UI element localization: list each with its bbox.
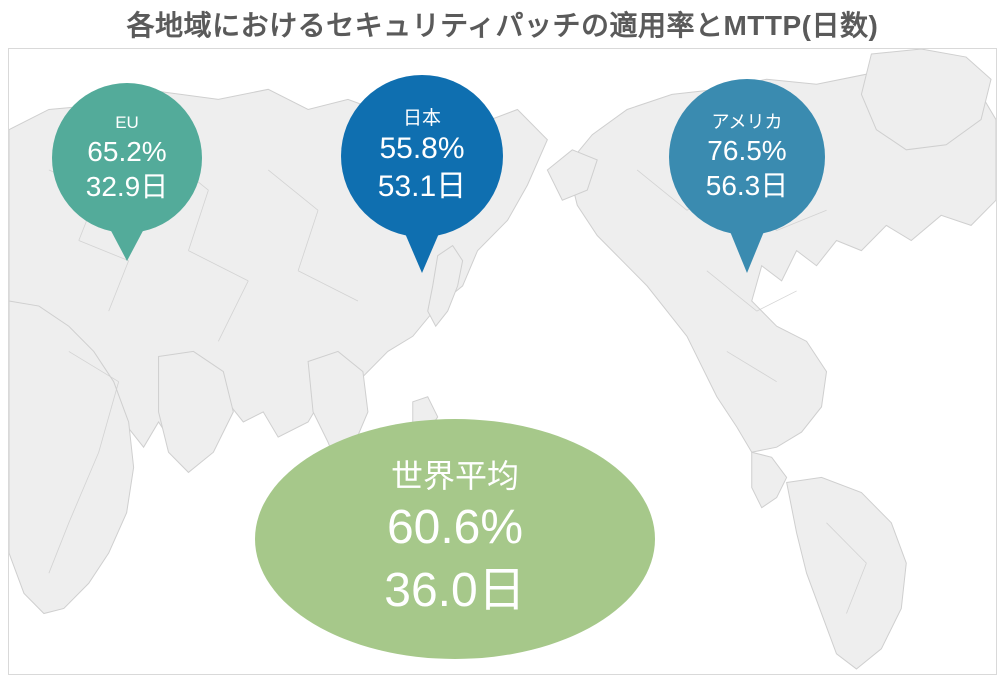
callout-japan-percent: 55.8% [379,130,464,168]
callout-eu-percent: 65.2% [87,134,166,169]
callout-eu-days: 32.9日 [86,169,169,204]
callout-japan: 日本 55.8% 53.1日 [341,75,503,273]
callout-america-tail [729,229,765,273]
callout-eu-label: EU [115,112,139,133]
world-average: 世界平均 60.6% 36.0日 [255,419,655,659]
map-panel: EU 65.2% 32.9日 日本 55.8% 53.1日 アメリカ 76.5%… [8,48,997,675]
callout-japan-label: 日本 [403,107,441,131]
world-average-label: 世界平均 [391,456,519,498]
callout-america-days: 56.3日 [706,168,789,203]
chart-title: 各地域におけるセキュリティパッチの適用率とMTTP(日数) [0,4,1005,44]
callout-america: アメリカ 76.5% 56.3日 [669,79,825,273]
world-average-days: 36.0日 [384,560,525,622]
callout-america-label: アメリカ [711,111,782,134]
callout-japan-days: 53.1日 [378,168,466,206]
callout-america-percent: 76.5% [707,133,786,168]
callout-eu: EU 65.2% 32.9日 [52,83,202,261]
callout-eu-tail [109,227,145,261]
world-average-percent: 60.6% [387,497,523,559]
callout-japan-tail [404,231,440,273]
